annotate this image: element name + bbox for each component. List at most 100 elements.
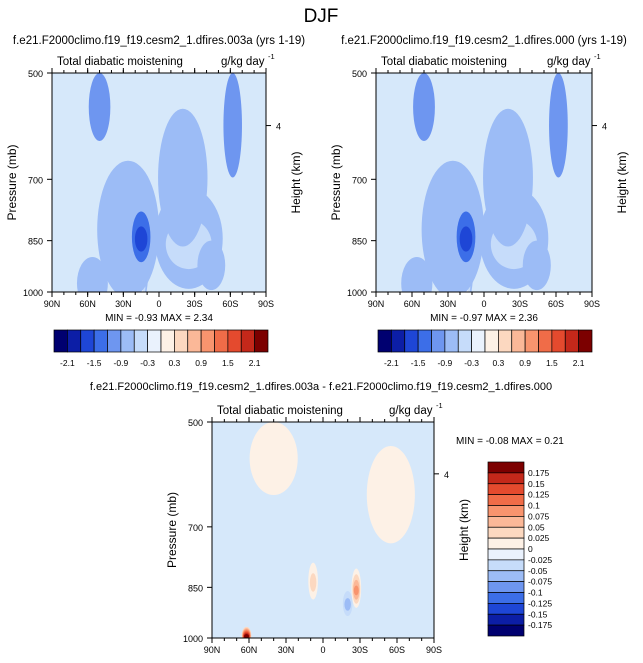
y-tick-label: 500: [352, 69, 367, 79]
figure-title: DJF: [304, 6, 339, 27]
y-axis-label-right: Height (km): [289, 151, 303, 213]
colorbar: -2.1 -1.5 -0.9 -0.3 0.3 0.9 1.5 2.1: [377, 329, 593, 368]
colorbar-box: [487, 581, 525, 593]
colorbar-box: [254, 329, 269, 353]
contour-shape: [483, 108, 533, 247]
colorbar-label: -0.125: [528, 598, 552, 608]
y-tick-label: 700: [28, 175, 43, 185]
colorbar-box: [487, 603, 525, 615]
colorbar-box: [564, 329, 579, 353]
y-tick-label: 1000: [23, 288, 43, 298]
colorbar-box: [487, 624, 525, 637]
colorbar-label: -2.1: [384, 358, 399, 368]
colorbar: -2.1 -1.5 -0.9 -0.3 0.3 0.9 1.5 2.1: [53, 329, 269, 368]
x-tick-label: 60N: [79, 299, 96, 309]
panel-title: f.e21.F2000climo.f19_f19.cesm2_1.dfires.…: [90, 381, 552, 393]
colorbar-box: [487, 516, 525, 528]
contour-shape: [549, 73, 568, 178]
contour-shape: [366, 445, 415, 544]
colorbar-box: [487, 592, 525, 604]
panel-units-exponent: -1: [268, 52, 275, 61]
x-tick-label: 0: [320, 645, 325, 655]
stats-text: MIN = -0.93 MAX = 2.34: [105, 313, 213, 324]
colorbar-box: [187, 329, 202, 353]
colorbar-label: 2.1: [249, 358, 261, 368]
colorbar-box: [487, 613, 525, 626]
contour-field: [376, 73, 592, 292]
colorbar-box: [391, 329, 406, 353]
colorbar-label: 0.3: [492, 358, 504, 368]
colorbar-box: [524, 329, 539, 353]
contour-shape: [249, 422, 298, 496]
y-axis-label: Pressure (mb): [329, 144, 343, 220]
colorbar-box: [487, 537, 525, 550]
colorbar-label: 1.5: [546, 358, 558, 368]
stats-text: MIN = -0.97 MAX = 2.36: [430, 313, 538, 324]
colorbar-box: [487, 548, 525, 561]
colorbar-label: 0.1: [528, 501, 540, 511]
colorbar-box: [487, 494, 525, 506]
colorbar-label: -1.5: [411, 358, 426, 368]
chart-panel-panel-b: f.e21.F2000climo.f19_f19.cesm2_1.dfires.…: [329, 35, 629, 368]
x-tick-label: 60S: [389, 645, 405, 655]
stats-text: MIN = -0.08 MAX = 0.21: [456, 436, 564, 447]
contour-shape: [88, 73, 111, 141]
chart-panel-panel-diff: f.e21.F2000climo.f19_f19.cesm2_1.dfires.…: [90, 381, 564, 655]
y-tick-label: 700: [188, 523, 203, 533]
contour-shape: [134, 226, 148, 252]
contour-shape: [401, 256, 433, 292]
colorbar-box: [471, 329, 486, 353]
chart-panel-panel-a: f.e21.F2000climo.f19_f19.cesm2_1.dfires.…: [5, 35, 305, 368]
colorbar-label: -0.1: [528, 588, 543, 598]
y-tick-label: 700: [352, 175, 367, 185]
x-tick-label: 30S: [512, 299, 528, 309]
colorbar-box: [404, 329, 419, 353]
contour-shape: [223, 73, 242, 178]
panel-units: g/kg day: [221, 56, 265, 68]
x-tick-label: 30S: [187, 299, 203, 309]
x-tick-label: 90N: [204, 645, 221, 655]
colorbar-label: 0.9: [195, 358, 207, 368]
colorbar-label: 0.125: [528, 490, 550, 500]
y-tick-label: 500: [188, 418, 203, 428]
colorbar-box: [93, 329, 108, 353]
x-tick-label: 90N: [368, 299, 385, 309]
colorbar-label: -0.15: [528, 609, 548, 619]
colorbar-label: -0.025: [528, 555, 552, 565]
colorbar-box: [147, 329, 162, 353]
colorbar-box: [487, 526, 525, 539]
colorbar-box: [444, 329, 459, 353]
x-tick-label: 60N: [241, 645, 258, 655]
colorbar-box: [160, 329, 175, 353]
contour-shape: [158, 108, 208, 247]
panel-title: f.e21.F2000climo.f19_f19.cesm2_1.dfires.…: [341, 35, 627, 47]
y-axis-label-right: Height (km): [615, 151, 629, 213]
right-tick-label: 4: [276, 122, 281, 132]
y-tick-label: 500: [28, 69, 43, 79]
colorbar-box: [487, 461, 525, 474]
colorbar: 0.1750.150.1250.10.0750.050.0250-0.025-0…: [487, 461, 552, 637]
colorbar-box: [578, 329, 593, 353]
colorbar-box: [457, 329, 472, 353]
x-tick-label: 30N: [440, 299, 457, 309]
colorbar-label: 0.175: [528, 468, 550, 478]
colorbar-box: [538, 329, 553, 353]
colorbar-box: [67, 329, 82, 353]
panel-units-exponent: -1: [594, 52, 601, 61]
colorbar-box: [487, 570, 525, 582]
colorbar-box: [107, 329, 122, 353]
panel-subtitle: Total diabatic moistening: [381, 56, 507, 68]
colorbar-box: [484, 329, 499, 353]
panel-subtitle: Total diabatic moistening: [57, 56, 183, 68]
colorbar-label: 0.075: [528, 511, 550, 521]
panel-units: g/kg day: [389, 405, 433, 417]
y-axis-label: Pressure (mb): [165, 492, 179, 568]
y-tick-label: 850: [28, 237, 43, 247]
colorbar-label: -0.3: [140, 358, 155, 368]
x-tick-label: 90S: [426, 645, 442, 655]
colorbar-label: 0.05: [528, 522, 545, 532]
x-tick-label: 90S: [584, 299, 600, 309]
colorbar-box: [417, 329, 432, 353]
contour-field: [52, 73, 266, 292]
